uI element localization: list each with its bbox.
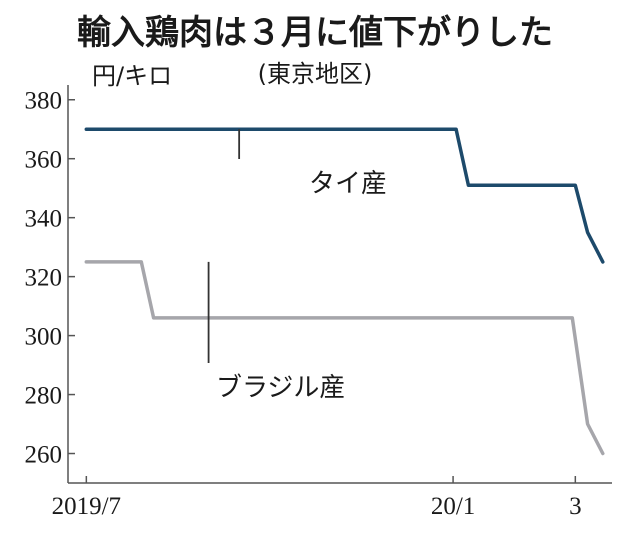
y-tick-label: 280 (25, 383, 63, 410)
series-label-1: タイ産 (309, 169, 387, 199)
chart-title: 輸入鶏肉は３月に値下がりした (77, 13, 553, 53)
y-tick-label: 300 (25, 324, 63, 351)
x-tick-label: 20/1 (431, 493, 475, 520)
x-tick-label: 2019/7 (52, 493, 121, 520)
y-tick-label: 340 (25, 206, 63, 233)
series-line-2 (84, 260, 605, 456)
series-line-1 (84, 127, 605, 264)
y-axis-unit-label: 円/キロ (92, 62, 172, 90)
y-tick-label: 320 (25, 265, 63, 292)
series-label-2: ブラジル産 (216, 373, 345, 403)
axes: 260 280 300 320 340 360 380 2019/7 20/1 3 (25, 85, 612, 520)
y-tick-label: 360 (25, 147, 63, 174)
y-tick-label: 260 (25, 442, 63, 469)
series-lines (84, 127, 605, 456)
chart-subtitle: (東京地区) (258, 60, 373, 88)
x-tick-label: 3 (569, 493, 582, 520)
y-tick-label: 380 (25, 88, 63, 115)
